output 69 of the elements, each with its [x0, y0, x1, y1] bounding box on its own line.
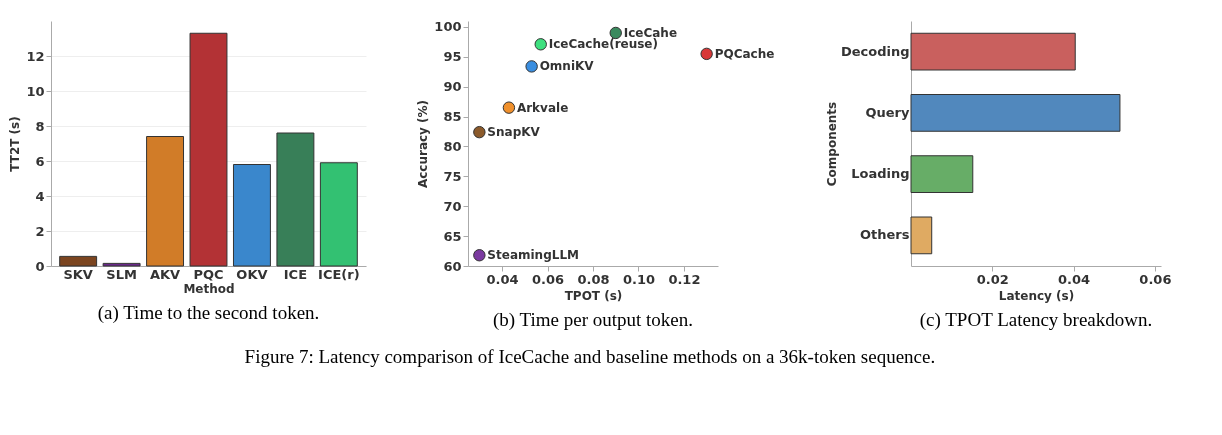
caption: Figure 7: Latency comparison of IceCache and baseline methods on a 36k-token sequence.	[244, 346, 936, 367]
x-tick-label: 0.04	[1058, 271, 1091, 287]
series-label: OmniKV	[539, 59, 595, 74]
x-tick-label: 0.06	[1139, 271, 1172, 287]
series-label: SteamingLLM	[487, 248, 579, 263]
bar	[146, 136, 185, 267]
x-axis-title: TPOT (s)	[564, 288, 623, 303]
x-tick-label: SKV	[63, 266, 93, 282]
x-tick-label: 0.08	[577, 271, 610, 287]
bar	[59, 255, 98, 267]
bar	[232, 164, 271, 267]
y-axis-title: Accuracy (%)	[416, 99, 431, 189]
series-label: Arkvale	[516, 100, 569, 115]
y-tick-label: 12	[26, 48, 45, 64]
y-tick-label: Decoding	[840, 43, 910, 59]
y-tick-label: Loading	[851, 166, 910, 182]
x-tick-label: AKV	[149, 266, 181, 282]
point	[525, 60, 538, 73]
series-label: IceCache(reuse)	[548, 37, 658, 52]
y-axis-title: TT2T (s)	[8, 116, 23, 172]
y-tick-label: 0	[35, 258, 45, 274]
y-tick-label: 85	[443, 109, 462, 125]
series-label: IceCahe	[623, 25, 678, 40]
point	[700, 47, 713, 61]
bar	[910, 94, 1121, 132]
y-tick-label: 90	[443, 79, 462, 95]
x-tick-label: OKV	[236, 266, 268, 282]
y-tick-label: 60	[443, 258, 462, 274]
bar	[319, 162, 358, 267]
bar	[189, 32, 228, 267]
point	[473, 125, 486, 139]
x-tick-label: PQC	[193, 266, 224, 282]
y-tick-label: 70	[443, 198, 462, 214]
x-axis-title: Latency (s)	[998, 288, 1075, 303]
y-tick-label: 4	[35, 188, 45, 204]
x-tick-label: SLM	[106, 266, 137, 282]
y-axis-title: Components	[824, 101, 839, 187]
point	[502, 101, 516, 114]
x-tick-label: ICE(r)	[318, 266, 360, 282]
y-tick-label: 10	[26, 83, 45, 99]
x-tick-label: 0.02	[976, 271, 1009, 287]
series-label: SnapKV	[487, 125, 541, 140]
y-tick-label: 95	[443, 49, 462, 65]
x-tick-label: 0.10	[622, 271, 655, 287]
y-tick-label: 75	[443, 168, 462, 184]
x-tick-label: ICE	[283, 266, 308, 282]
y-tick-label: 8	[35, 118, 45, 134]
bar	[910, 32, 1076, 71]
text: (c) TPOT Latency breakdown.	[919, 309, 1153, 331]
x-axis-title: Method	[183, 281, 235, 296]
y-tick-label: 100	[434, 19, 462, 35]
y-tick-label: 80	[443, 138, 462, 154]
bar	[276, 132, 315, 267]
x-tick-label: 0.04	[486, 271, 519, 287]
bar	[102, 262, 141, 267]
y-tick-label: 65	[443, 228, 462, 244]
point	[534, 38, 547, 51]
text: (a) Time to the second token.	[97, 302, 320, 324]
y-tick-label: 2	[35, 223, 45, 239]
y-tick-label: Others	[860, 227, 910, 243]
text: (b) Time per output token.	[492, 309, 694, 331]
y-tick-label: Query	[865, 104, 911, 120]
bar	[910, 155, 974, 193]
y-tick-label: 6	[35, 153, 45, 169]
point	[473, 249, 486, 262]
x-tick-label: 0.06	[532, 271, 565, 287]
x-tick-label: 0.12	[668, 271, 701, 287]
series-label: PQCache	[714, 46, 775, 61]
bar	[910, 216, 933, 255]
